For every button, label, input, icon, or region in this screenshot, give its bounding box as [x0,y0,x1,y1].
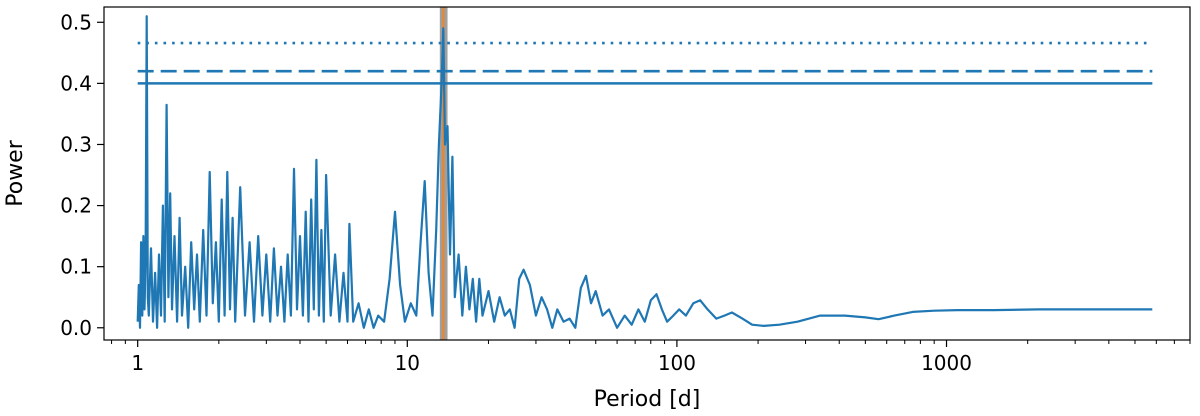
x-tick-label: 100 [658,351,696,375]
plot-frame [103,6,1191,341]
x-axis-ticks: 1 10 100 1000 [111,340,1191,375]
x-axis-label: Period [d] [594,387,701,412]
y-tick-label: 0.4 [60,71,92,95]
x-tick-label: 10 [395,351,420,375]
y-tick-label: 0.5 [60,10,92,34]
x-tick-label: 1000 [921,351,972,375]
x-tick-label: 1 [131,351,144,375]
power-series-line [136,15,1153,329]
y-tick-label: 0.0 [60,316,92,340]
y-tick-label: 0.2 [60,194,92,218]
y-tick-label: 0.1 [60,255,92,279]
y-tick-label: 0.3 [60,132,92,156]
y-axis-label: Power [3,139,28,206]
y-axis-ticks: 0.0 0.1 0.2 0.3 0.4 0.5 [60,10,104,340]
series-layer [136,15,1153,329]
threshold-layer [137,41,1153,85]
